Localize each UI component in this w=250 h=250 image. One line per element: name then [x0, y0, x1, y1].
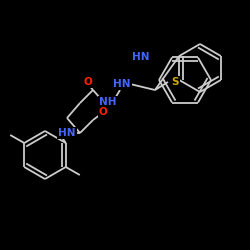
Text: S: S: [171, 77, 179, 87]
Text: O: O: [84, 77, 92, 87]
Text: HN: HN: [132, 52, 150, 62]
Text: HN: HN: [58, 128, 76, 138]
Text: NH: NH: [99, 97, 117, 107]
Text: HN: HN: [113, 79, 131, 89]
Text: O: O: [98, 107, 108, 117]
